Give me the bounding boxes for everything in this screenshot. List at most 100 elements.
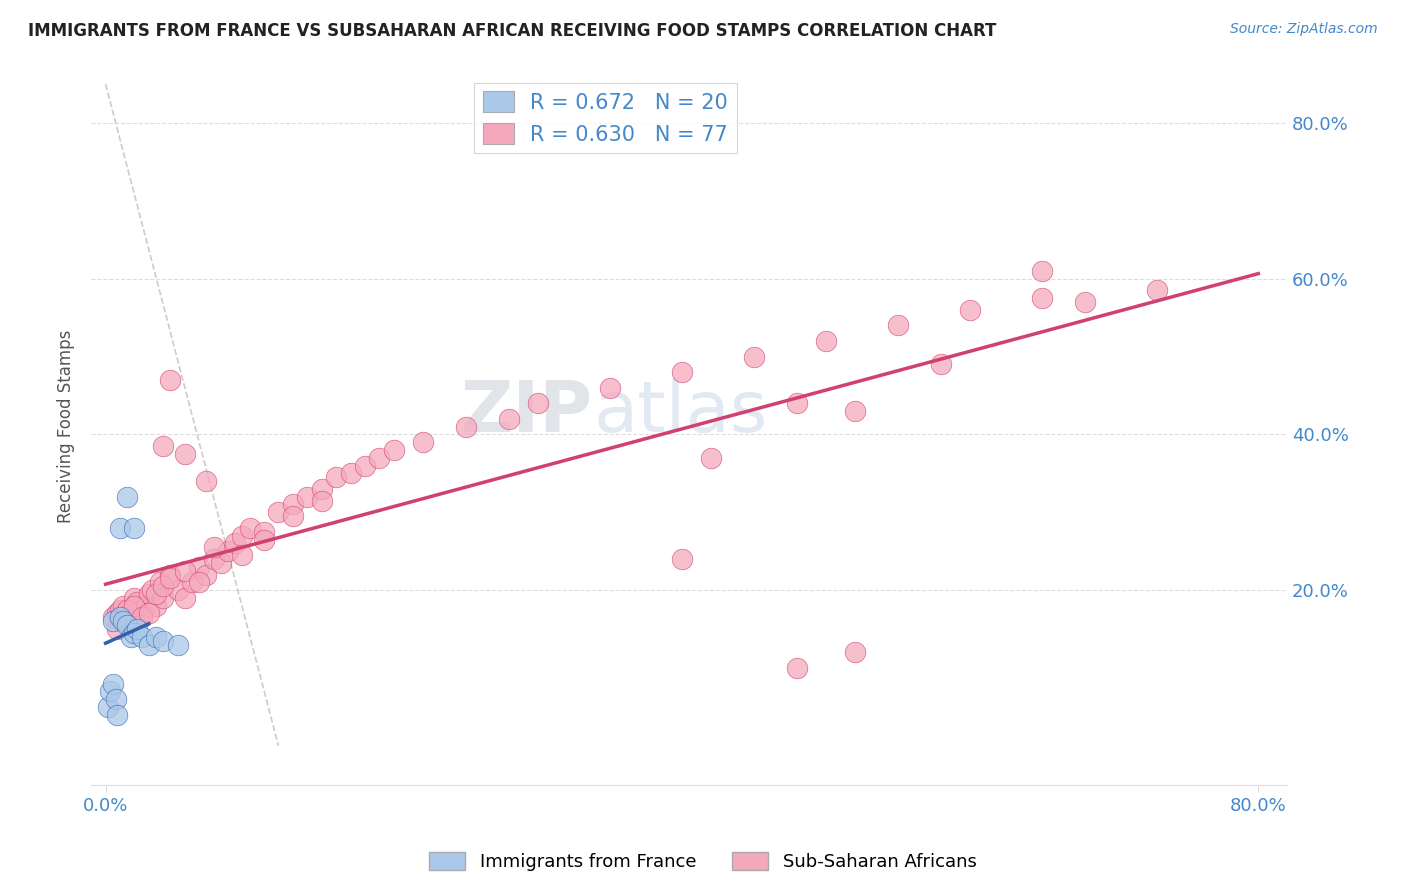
- Point: [115, 602, 138, 616]
- Point: [145, 587, 167, 601]
- Point: [297, 490, 319, 504]
- Point: [454, 419, 477, 434]
- Point: [671, 552, 693, 566]
- Point: [887, 318, 910, 333]
- Point: [108, 521, 131, 535]
- Point: [159, 567, 181, 582]
- Point: [844, 645, 866, 659]
- Point: [115, 614, 138, 628]
- Point: [188, 559, 211, 574]
- Point: [195, 474, 218, 488]
- Point: [127, 595, 149, 609]
- Point: [166, 638, 188, 652]
- Point: [135, 599, 157, 613]
- Point: [138, 607, 160, 621]
- Point: [145, 599, 167, 613]
- Point: [145, 630, 167, 644]
- Point: [412, 435, 434, 450]
- Point: [108, 602, 131, 616]
- Point: [149, 575, 172, 590]
- Point: [111, 599, 134, 613]
- Point: [382, 442, 405, 457]
- Point: [599, 381, 621, 395]
- Point: [121, 630, 143, 644]
- Point: [217, 544, 239, 558]
- Point: [124, 626, 146, 640]
- Point: [131, 610, 153, 624]
- Point: [527, 396, 550, 410]
- Point: [121, 602, 143, 616]
- Point: [786, 396, 808, 410]
- Point: [209, 556, 232, 570]
- Point: [1074, 295, 1097, 310]
- Point: [959, 302, 981, 317]
- Point: [267, 505, 290, 519]
- Point: [105, 707, 128, 722]
- Point: [814, 334, 837, 348]
- Point: [498, 412, 520, 426]
- Point: [231, 548, 253, 562]
- Point: [1031, 291, 1053, 305]
- Point: [101, 610, 124, 624]
- Point: [124, 521, 146, 535]
- Point: [181, 575, 204, 590]
- Point: [929, 357, 952, 371]
- Point: [108, 610, 131, 624]
- Point: [104, 692, 127, 706]
- Point: [101, 614, 124, 628]
- Point: [152, 439, 174, 453]
- Point: [138, 587, 160, 601]
- Point: [166, 583, 188, 598]
- Point: [368, 450, 391, 465]
- Point: [141, 583, 163, 598]
- Point: [311, 482, 333, 496]
- Point: [105, 607, 128, 621]
- Point: [239, 521, 262, 535]
- Point: [159, 571, 181, 585]
- Point: [188, 575, 211, 590]
- Point: [195, 567, 218, 582]
- Point: [152, 591, 174, 605]
- Point: [844, 404, 866, 418]
- Point: [1031, 264, 1053, 278]
- Point: [101, 676, 124, 690]
- Point: [202, 541, 225, 555]
- Point: [742, 350, 765, 364]
- Point: [111, 610, 134, 624]
- Text: ZIP: ZIP: [461, 378, 593, 447]
- Point: [97, 699, 120, 714]
- Text: Source: ZipAtlas.com: Source: ZipAtlas.com: [1230, 22, 1378, 37]
- Point: [173, 591, 195, 605]
- Point: [173, 564, 195, 578]
- Point: [202, 552, 225, 566]
- Point: [281, 498, 304, 512]
- Point: [152, 633, 174, 648]
- Point: [224, 536, 246, 550]
- Y-axis label: Receiving Food Stamps: Receiving Food Stamps: [58, 330, 75, 524]
- Point: [138, 638, 160, 652]
- Text: atlas: atlas: [593, 378, 768, 447]
- Point: [325, 470, 347, 484]
- Point: [152, 579, 174, 593]
- Point: [671, 365, 693, 379]
- Point: [124, 591, 146, 605]
- Point: [131, 630, 153, 644]
- Point: [159, 373, 181, 387]
- Text: IMMIGRANTS FROM FRANCE VS SUBSAHARAN AFRICAN RECEIVING FOOD STAMPS CORRELATION C: IMMIGRANTS FROM FRANCE VS SUBSAHARAN AFR…: [28, 22, 997, 40]
- Point: [131, 607, 153, 621]
- Point: [253, 524, 276, 539]
- Point: [124, 599, 146, 613]
- Point: [339, 467, 361, 481]
- Point: [231, 528, 253, 542]
- Point: [98, 684, 121, 698]
- Point: [127, 622, 149, 636]
- Point: [105, 622, 128, 636]
- Legend: Immigrants from France, Sub-Saharan Africans: Immigrants from France, Sub-Saharan Afri…: [422, 845, 984, 879]
- Point: [699, 450, 721, 465]
- Legend: R = 0.672   N = 20, R = 0.630   N = 77: R = 0.672 N = 20, R = 0.630 N = 77: [474, 83, 737, 153]
- Point: [281, 509, 304, 524]
- Point: [173, 447, 195, 461]
- Point: [786, 661, 808, 675]
- Point: [115, 618, 138, 632]
- Point: [354, 458, 377, 473]
